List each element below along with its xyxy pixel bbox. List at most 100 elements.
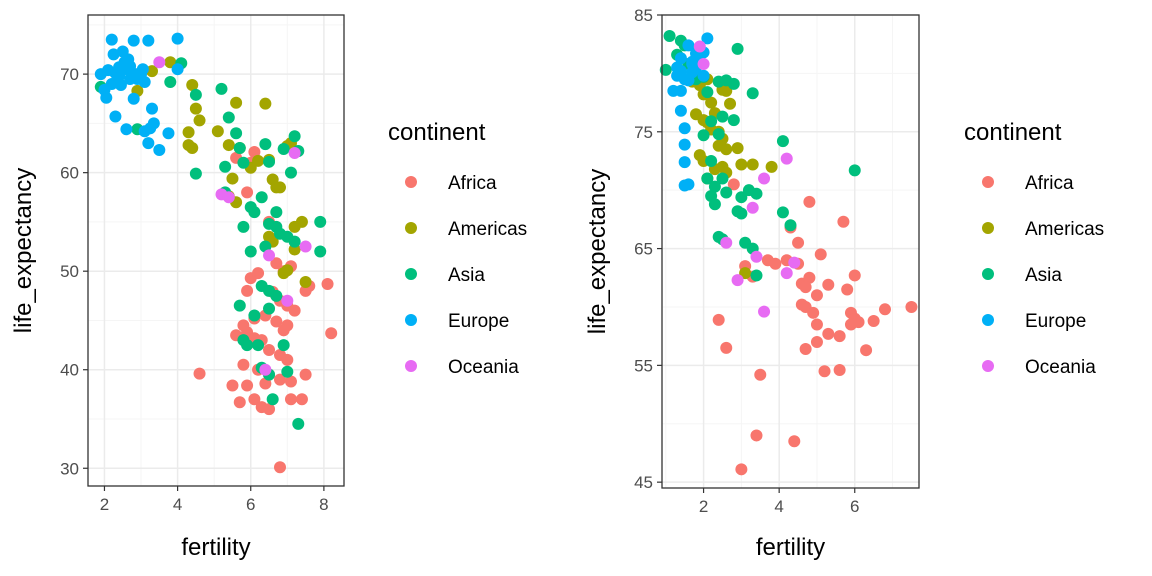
data-point-asia — [292, 417, 305, 430]
data-point-africa — [270, 257, 283, 270]
legend-key-americas — [982, 222, 994, 234]
data-point-asia — [241, 339, 254, 352]
data-point-europe — [674, 84, 687, 97]
data-point-asia — [746, 87, 759, 100]
data-point-africa — [735, 463, 748, 476]
data-point-africa — [299, 368, 312, 381]
data-point-asia — [701, 172, 714, 185]
data-point-americas — [222, 139, 235, 152]
data-point-europe — [138, 76, 151, 89]
series-asia — [94, 57, 327, 430]
data-point-africa — [848, 269, 861, 282]
data-point-asia — [712, 128, 725, 141]
data-point-oceania — [758, 305, 771, 318]
data-point-asia — [263, 155, 276, 168]
data-point-asia — [222, 111, 235, 124]
data-point-asia — [659, 63, 672, 76]
data-point-africa — [288, 304, 301, 317]
data-point-africa — [810, 318, 823, 331]
data-point-africa — [284, 375, 297, 388]
data-point-asia — [288, 235, 301, 248]
data-point-africa — [281, 353, 294, 366]
data-point-oceania — [697, 58, 710, 71]
data-point-asia — [663, 30, 676, 43]
x-axis-title: fertility — [181, 534, 250, 561]
y-tick-label: 70 — [60, 65, 79, 84]
data-point-asia — [697, 129, 710, 142]
data-point-asia — [263, 302, 276, 315]
y-axis-title: life_expectancy — [10, 168, 37, 333]
data-point-africa — [803, 195, 816, 208]
data-point-africa — [803, 271, 816, 284]
legend-key-africa — [405, 176, 417, 188]
data-point-oceania — [746, 201, 759, 214]
data-point-asia — [255, 191, 268, 204]
data-point-asia — [270, 289, 283, 302]
data-point-asia — [750, 187, 763, 200]
panel-border — [661, 14, 920, 489]
data-point-europe — [171, 63, 184, 76]
legend-key-asia — [982, 268, 994, 280]
data-point-asia — [189, 88, 202, 101]
data-point-africa — [274, 461, 286, 474]
data-point-asia — [288, 130, 301, 143]
data-point-africa — [284, 393, 297, 406]
data-point-asia — [248, 309, 261, 322]
data-point-europe — [107, 48, 120, 61]
data-point-asia — [237, 220, 250, 233]
data-point-asia — [716, 172, 729, 185]
data-point-asia — [233, 299, 246, 312]
data-point-africa — [237, 358, 250, 371]
series-africa — [712, 178, 918, 476]
data-point-africa — [321, 278, 334, 291]
data-point-africa — [818, 365, 831, 378]
data-point-africa — [841, 283, 854, 296]
series-asia — [659, 30, 861, 282]
y-tick-label: 65 — [634, 240, 653, 259]
data-point-africa — [712, 313, 725, 326]
series-oceania — [693, 40, 801, 318]
data-point-asia — [314, 245, 327, 258]
data-point-europe — [114, 78, 127, 91]
legend-key-americas — [405, 222, 417, 234]
data-point-oceania — [788, 256, 801, 269]
data-point-asia — [244, 245, 257, 258]
data-point-asia — [708, 180, 721, 193]
legend-key-asia — [405, 268, 417, 280]
data-point-africa — [248, 393, 261, 406]
data-point-asia — [219, 160, 232, 173]
data-point-asia — [784, 219, 797, 232]
data-point-asia — [266, 393, 279, 406]
data-point-europe — [138, 125, 151, 138]
data-point-oceania — [780, 152, 793, 165]
data-point-asia — [230, 127, 243, 140]
data-point-africa — [727, 178, 740, 191]
data-point-americas — [288, 220, 301, 233]
data-point-americas — [705, 96, 718, 109]
data-point-africa — [226, 379, 239, 392]
legend-label-europe: Europe — [448, 311, 509, 332]
x-tick-label: 2 — [699, 497, 708, 516]
x-tick-label: 6 — [850, 497, 859, 516]
data-point-europe — [105, 33, 118, 46]
data-point-africa — [754, 368, 767, 381]
data-point-asia — [284, 166, 297, 179]
data-point-asia — [720, 186, 733, 199]
data-point-africa — [295, 393, 308, 406]
legend-key-europe — [405, 314, 417, 326]
data-point-asia — [735, 207, 748, 220]
data-point-asia — [252, 339, 265, 352]
data-point-americas — [281, 264, 294, 277]
x-tick-label: 8 — [319, 495, 328, 514]
legend-label-africa: Africa — [448, 173, 497, 194]
data-point-americas — [182, 126, 195, 139]
data-point-oceania — [263, 249, 276, 262]
data-point-europe — [127, 92, 140, 105]
data-point-africa — [263, 344, 276, 357]
data-point-africa — [769, 257, 782, 270]
data-point-europe — [147, 117, 160, 130]
data-point-oceania — [758, 172, 771, 185]
series-europe — [94, 32, 184, 156]
legend-label-oceania: Oceania — [448, 357, 519, 378]
legend-key-europe — [982, 314, 994, 326]
